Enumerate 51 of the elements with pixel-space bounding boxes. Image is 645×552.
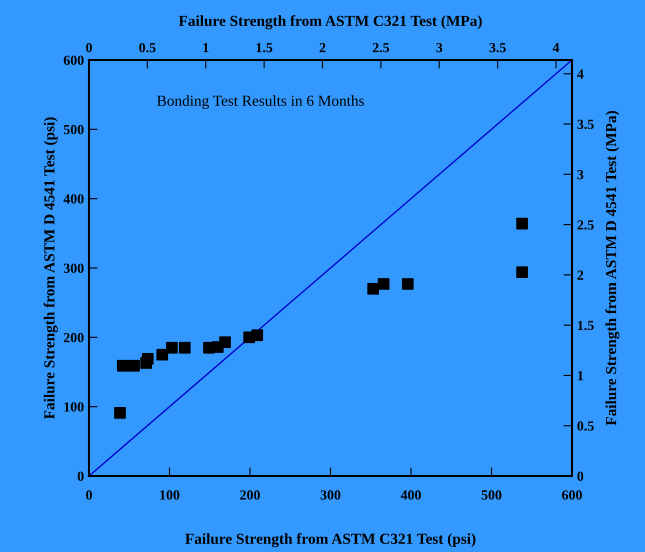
- y2-tick-label: 0: [577, 472, 584, 481]
- y2-tick-label: 0.5: [577, 421, 594, 431]
- point: [378, 278, 390, 290]
- y-tick-label: 500: [64, 124, 84, 134]
- point: [116, 360, 129, 372]
- x-tick-label: 500: [482, 490, 502, 500]
- x2-tick-label: 0.5: [139, 42, 156, 52]
- x-tick-label: 100: [160, 490, 180, 500]
- x-tick-label: 0: [86, 490, 92, 500]
- y-tick-label: 400: [63, 194, 84, 204]
- y-tick-label: 100: [64, 402, 84, 412]
- y2-tick-label: 4: [577, 69, 584, 79]
- x-tick-label: 400: [400, 490, 421, 500]
- y2-tick-label: 1.5: [578, 320, 594, 330]
- point: [128, 360, 140, 372]
- x-axis-title: Failure Strength from ASTM C321 Test (psi): [185, 533, 476, 548]
- x2-tick-label: 4: [552, 43, 560, 52]
- y-tick-label: 600: [64, 56, 84, 65]
- y-tick-label: 300: [64, 264, 84, 273]
- x2-tick-label: 1: [203, 43, 209, 52]
- point: [114, 407, 126, 419]
- point: [251, 329, 264, 342]
- point: [219, 336, 231, 348]
- x2-tick-label: 3.5: [489, 42, 506, 52]
- x-tick-label: 200: [240, 490, 260, 500]
- y2-tick-label: 2.5: [577, 220, 594, 230]
- y-tick-label: 0: [78, 472, 84, 481]
- point: [367, 282, 380, 295]
- x2-tick-label: 0: [86, 42, 92, 52]
- x2-axis-title: Failure Strength from ASTM C321 Test (MPa): [178, 15, 482, 30]
- y2-axis-title: Failure Strength from ASTM D 4541 Test (MPa): [605, 110, 620, 426]
- point: [156, 348, 168, 361]
- x2-tick-label: 1.5: [256, 43, 272, 52]
- y-tick-label: 200: [64, 332, 84, 342]
- point: [142, 352, 154, 365]
- x-tick-label: 300: [320, 490, 340, 500]
- annotation: Bonding Test Results in 6 Months: [157, 95, 364, 110]
- y-axis-title: Failure Strength from ASTM D 4541 Test (psi): [44, 117, 58, 420]
- y2-tick-label: 3: [577, 170, 584, 180]
- x2-tick-label: 2: [320, 42, 326, 52]
- point: [178, 342, 191, 354]
- point: [516, 218, 528, 230]
- x2-tick-label: 3: [436, 42, 442, 52]
- x-tick-label: 600: [562, 490, 582, 500]
- point: [402, 278, 414, 290]
- y2-tick-label: 1: [578, 371, 584, 380]
- point: [516, 266, 528, 278]
- point: [166, 342, 178, 354]
- x2-tick-label: 2.5: [372, 42, 390, 52]
- y2-tick-label: 3.5: [577, 120, 594, 130]
- y2-tick-label: 2: [577, 270, 584, 280]
